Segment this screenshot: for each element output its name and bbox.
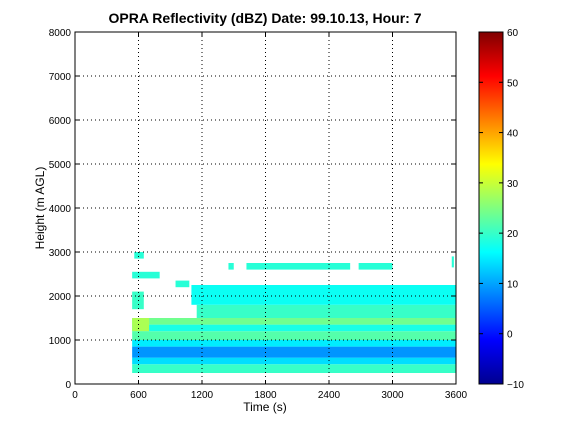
colorbar-tick-label: 30 xyxy=(507,179,519,190)
grid-lines xyxy=(75,32,456,384)
colorbar-tick-label: 60 xyxy=(507,28,519,39)
colorbar-gradient xyxy=(479,32,503,384)
reflectivity-cell xyxy=(132,346,456,358)
reflectivity-cell xyxy=(132,324,456,332)
reflectivity-cell xyxy=(132,357,456,365)
x-tick-label: 1800 xyxy=(254,390,277,401)
colorbar-frame xyxy=(478,31,504,385)
reflectivity-cell xyxy=(358,263,393,270)
x-tick-label: 0 xyxy=(72,390,78,401)
x-tick-label: 3600 xyxy=(445,390,468,401)
reflectivity-cell xyxy=(132,331,456,340)
reflectivity-cell xyxy=(451,256,454,268)
reflectivity-cell xyxy=(132,271,160,279)
reflectivity-layers xyxy=(132,252,456,373)
colorbar-tick-label: 50 xyxy=(507,78,519,89)
x-axis-label: Time (s) xyxy=(243,400,287,414)
y-tick-label: 3000 xyxy=(49,248,72,259)
reflectivity-cell xyxy=(132,318,150,332)
reflectivity-cell xyxy=(132,340,456,347)
y-tick-label: 8000 xyxy=(49,28,72,39)
y-tick-label: 1000 xyxy=(49,336,72,347)
colorbar-tick-label: 0 xyxy=(507,330,513,341)
y-axis-label: Height (m AGL) xyxy=(33,167,47,250)
colorbar-tick-label: 40 xyxy=(507,129,519,140)
reflectivity-cell xyxy=(132,291,144,310)
y-ticks: 0 1000 2000 3000 4000 5000 6000 7000 8000 xyxy=(49,28,456,391)
colorbar-tick-label: −10 xyxy=(507,380,524,391)
reflectivity-cell xyxy=(175,280,190,288)
reflectivity-cell xyxy=(134,252,144,259)
colorbar: −10 0 10 20 30 40 50 60 xyxy=(478,28,524,391)
x-tick-label: 3000 xyxy=(381,390,404,401)
y-tick-label: 0 xyxy=(65,380,71,391)
reflectivity-cell xyxy=(196,304,456,318)
y-tick-label: 7000 xyxy=(49,72,72,83)
plot-area: 0 600 1200 1800 2400 3000 3600 0 1000 2000 3000 40… xyxy=(49,28,468,401)
y-tick-label: 6000 xyxy=(49,116,72,127)
reflectivity-cell xyxy=(132,364,456,373)
y-tick-label: 5000 xyxy=(49,160,72,171)
x-ticks: 0 600 1200 1800 2400 3000 3600 xyxy=(72,32,468,401)
y-tick-label: 4000 xyxy=(49,204,72,215)
colorbar-tick-label: 20 xyxy=(507,229,519,240)
x-tick-label: 2400 xyxy=(318,390,341,401)
reflectivity-cell xyxy=(191,285,456,305)
y-tick-label: 2000 xyxy=(49,292,72,303)
chart-title: OPRA Reflectivity (dBZ) Date: 99.10.13, … xyxy=(108,10,421,26)
x-tick-label: 600 xyxy=(130,390,147,401)
reflectivity-cell xyxy=(246,263,351,270)
x-tick-label: 1200 xyxy=(191,390,214,401)
reflectivity-cell xyxy=(228,263,234,270)
colorbar-ticks: −10 0 10 20 30 40 50 60 xyxy=(479,28,524,391)
reflectivity-cell xyxy=(132,318,456,325)
colorbar-tick-label: 10 xyxy=(507,279,519,290)
